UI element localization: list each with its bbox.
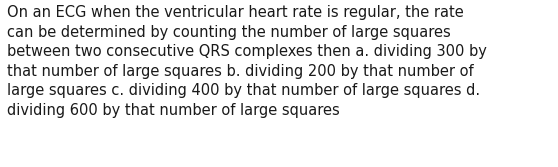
Text: On an ECG when the ventricular heart rate is regular, the rate
can be determined: On an ECG when the ventricular heart rat… [7,5,487,118]
